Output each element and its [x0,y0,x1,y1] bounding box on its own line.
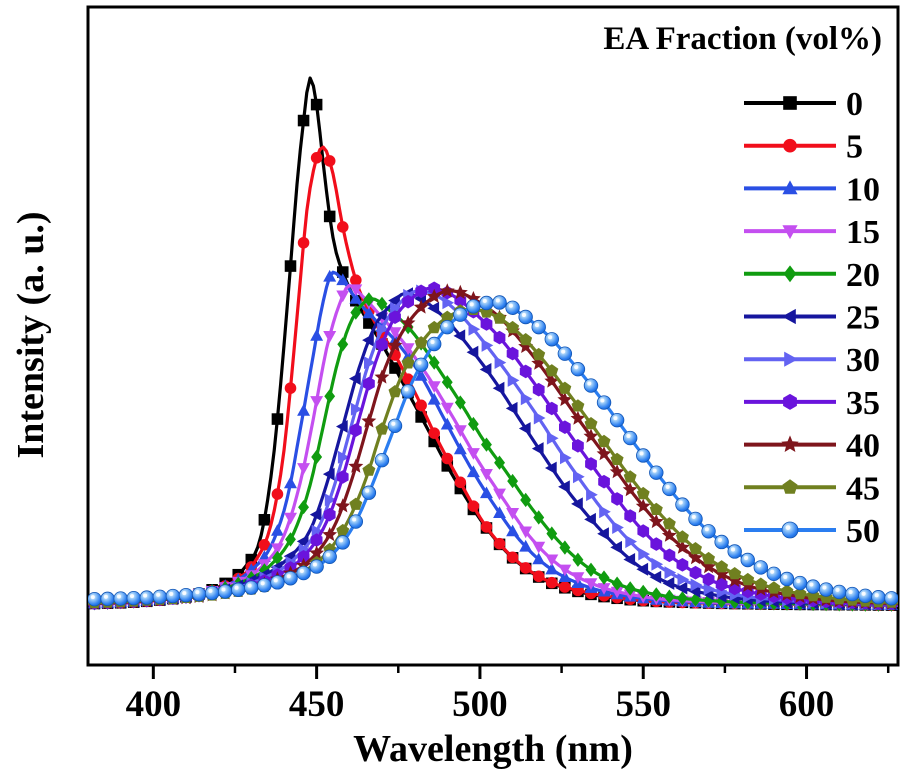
legend-label-10: 10 [846,171,880,208]
legend-title: EA Fraction (vol%) [603,21,882,57]
legend-entry-20: 20 [744,257,880,294]
legend-label-45: 45 [846,470,880,507]
x-tick-label: 550 [615,684,671,725]
legend-entry-50: 50 [744,513,880,550]
legend: 0 5 10 15 20 25 30 35 40 45 50 [744,86,880,550]
series-markers-15 [88,284,898,612]
legend-entry-15: 15 [744,214,880,251]
legend-entry-30: 30 [744,342,880,379]
legend-entry-10: 10 [744,171,880,208]
x-axis-title: Wavelength (nm) [353,728,633,770]
series-line-10 [88,270,898,607]
legend-label-5: 5 [846,129,863,166]
legend-label-35: 35 [846,385,880,422]
series-50 [88,295,898,607]
legend-entry-5: 5 [744,129,863,166]
series-15 [88,283,898,612]
series-10 [88,269,898,610]
series-line-25 [88,291,898,606]
legend-label-15: 15 [846,214,880,251]
plot-frame [86,5,900,667]
legend-label-20: 20 [846,257,880,294]
legend-entry-0: 0 [744,86,863,123]
series-markers-5 [88,152,898,611]
y-axis-title: Intensity (a. u.) [10,211,52,459]
series-20 [88,292,898,612]
x-tick-label: 400 [126,684,182,725]
series-curves [88,76,898,612]
series-line-50 [88,300,898,601]
legend-label-0: 0 [846,86,863,123]
legend-entry-35: 35 [744,385,880,422]
x-axis-ticks: 400 450 500 550 600 [126,665,890,725]
x-tick-label: 600 [779,684,835,725]
legend-label-25: 25 [846,300,880,337]
legend-label-50: 50 [846,513,880,550]
legend-entry-45: 45 [744,470,880,507]
legend-entry-25: 25 [744,300,880,337]
series-markers-25 [88,287,897,611]
series-markers-50 [88,295,898,607]
series-25 [88,287,898,611]
x-tick-label: 450 [289,684,345,725]
series-line-40 [88,289,898,606]
x-tick-label: 500 [452,684,508,725]
series-markers-45 [88,302,898,609]
series-30 [88,284,898,611]
series-markers-10 [88,269,898,610]
series-line-20 [88,297,898,607]
legend-entry-40: 40 [744,428,880,465]
series-line-30 [88,289,898,606]
legend-label-30: 30 [846,342,880,379]
series-line-0 [88,76,898,607]
legend-label-40: 40 [846,428,880,465]
